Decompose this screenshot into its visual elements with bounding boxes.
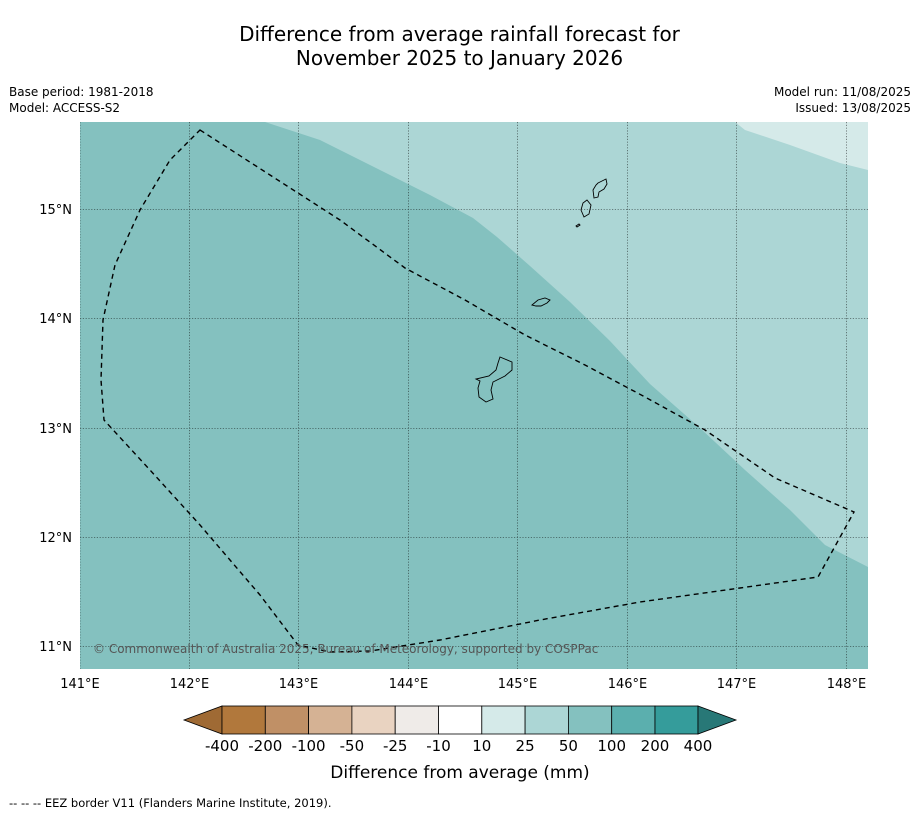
tinian-island — [580, 199, 592, 218]
colorbar-label: Difference from average (mm) — [330, 763, 589, 783]
lon-axis-labels: 141°E 142°E 143°E 144°E 145°E 146°E 147°… — [60, 677, 866, 692]
lon-label-146: 146°E — [608, 677, 648, 692]
colorbar-swatch-10 — [611, 705, 656, 735]
colorbar-swatch-6 — [438, 705, 483, 735]
colorbar-swatch-8 — [524, 705, 569, 735]
lat-label-11: 11°N — [39, 640, 72, 655]
colorbar-tick-7: 10 — [472, 737, 491, 755]
saipan-island — [592, 178, 608, 199]
colorbar-tick-6: -10 — [426, 737, 451, 755]
region-25-50mm — [265, 122, 868, 567]
region-10-25mm — [735, 122, 868, 170]
colorbar-swatch-7 — [481, 705, 526, 735]
colorbar-tick-9: 50 — [559, 737, 578, 755]
colorbar-swatch-5 — [394, 705, 439, 735]
colorbar-extend-low — [182, 705, 223, 735]
meta-right: Model run: 11/08/2025 Issued: 13/08/2025 — [774, 84, 911, 116]
map-title-line-2: November 2025 to January 2026 — [295, 46, 624, 70]
issued-text: Issued: 13/08/2025 — [795, 101, 911, 115]
colorbar-swatch-3 — [308, 705, 353, 735]
colorbar-tick-5: -25 — [383, 737, 408, 755]
aguijan-island — [575, 223, 581, 228]
eez-border — [100, 129, 855, 653]
lon-label-148: 148°E — [827, 677, 867, 692]
lat-label-14: 14°N — [39, 312, 72, 327]
map-title-line-1: Difference from average rainfall forecas… — [239, 22, 680, 46]
lon-label-141: 141°E — [60, 677, 100, 692]
colorbar-tick-12: 400 — [684, 737, 713, 755]
map-title: Difference from average rainfall forecas… — [0, 22, 919, 70]
colorbar-swatch-4 — [351, 705, 396, 735]
copyright-notice: © Commonwealth of Australia 2025, Bureau… — [93, 642, 598, 656]
lon-label-143: 143°E — [279, 677, 319, 692]
rota-island — [531, 297, 551, 307]
eez-footnote: -- -- -- EEZ border V11 (Flanders Marine… — [9, 796, 332, 810]
lon-label-145: 145°E — [498, 677, 538, 692]
lat-label-13: 13°N — [39, 422, 72, 437]
colorbar-ticks: -400 -200 -100 -50 -25 -10 10 25 50 100 … — [205, 737, 712, 755]
model-run-text: Model run: 11/08/2025 — [773, 85, 911, 99]
base-period-text: Base period: 1981-2018 — [9, 85, 154, 99]
lat-label-15: 15°N — [39, 203, 72, 218]
colorbar — [182, 705, 738, 735]
colorbar-extend-high — [697, 705, 738, 735]
colorbar-tick-8: 25 — [516, 737, 535, 755]
colorbar-tick-1: -400 — [205, 737, 239, 755]
colorbar-tick-2: -200 — [248, 737, 282, 755]
lat-axis-labels: 15°N 14°N 13°N 12°N 11°N — [39, 203, 72, 655]
map-plot-area: © Commonwealth of Australia 2025, Bureau… — [80, 122, 868, 669]
colorbar-swatch-1 — [221, 705, 266, 735]
colorbar-swatch-9 — [568, 705, 613, 735]
colorbar-tick-3: -100 — [292, 737, 326, 755]
lon-label-147: 147°E — [717, 677, 757, 692]
colorbar-swatch-2 — [264, 705, 309, 735]
lat-label-12: 12°N — [39, 531, 72, 546]
lon-label-144: 144°E — [389, 677, 429, 692]
colorbar-tick-11: 200 — [641, 737, 670, 755]
lon-label-142: 142°E — [170, 677, 210, 692]
colorbar-swatch-11 — [654, 705, 699, 735]
model-text: Model: ACCESS-S2 — [9, 101, 121, 115]
guam-island — [474, 356, 513, 403]
colorbar-tick-4: -50 — [340, 737, 365, 755]
colorbar-tick-10: 100 — [597, 737, 626, 755]
meta-left: Base period: 1981-2018 Model: ACCESS-S2 — [9, 84, 154, 116]
